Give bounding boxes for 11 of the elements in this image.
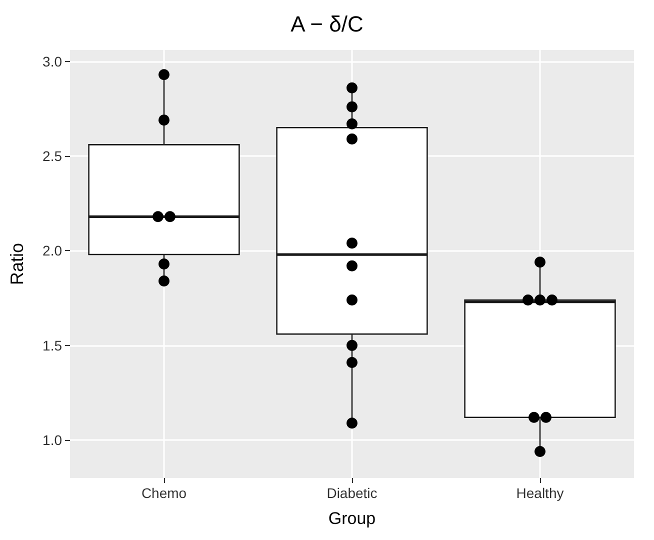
y-tick-label: 1.5 <box>42 337 62 354</box>
y-axis-title: Ratio <box>7 242 27 286</box>
x-tick-label: Chemo <box>141 485 187 501</box>
y-tick-label: 2.5 <box>42 148 62 164</box>
y-tick-label: 1.0 <box>42 432 62 448</box>
x-tick-label: Diabetic <box>326 485 378 501</box>
y-tick-label: 3.0 <box>42 53 62 70</box>
x-axis-title: Group <box>328 509 376 528</box>
x-tick-label: Healthy <box>516 485 564 501</box>
chart-title: A − δ/C <box>290 12 364 36</box>
y-tick-label: 2.0 <box>42 242 62 259</box>
